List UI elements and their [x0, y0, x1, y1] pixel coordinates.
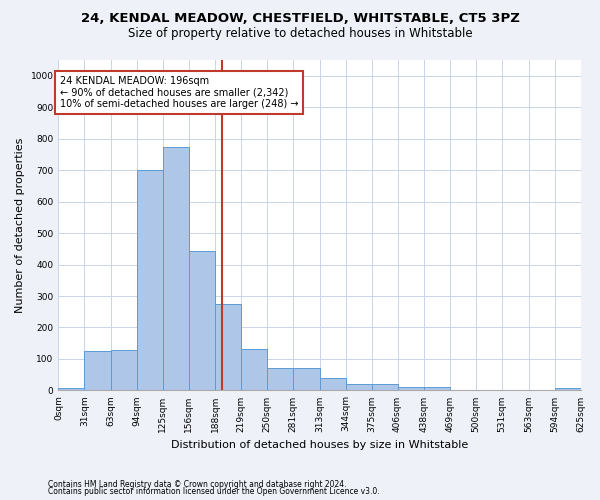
Bar	[111, 350, 137, 391]
Bar	[398, 386, 424, 390]
Bar	[293, 368, 320, 390]
Bar	[371, 384, 398, 390]
Bar	[58, 388, 85, 390]
Bar	[346, 384, 371, 390]
Bar	[267, 368, 293, 390]
Bar	[189, 251, 215, 390]
Bar	[241, 348, 267, 391]
Bar	[137, 170, 163, 390]
Bar	[554, 388, 581, 390]
Text: Contains public sector information licensed under the Open Government Licence v3: Contains public sector information licen…	[48, 487, 380, 496]
Bar	[85, 351, 111, 391]
Bar	[424, 386, 450, 390]
Text: Size of property relative to detached houses in Whitstable: Size of property relative to detached ho…	[128, 28, 472, 40]
Text: Contains HM Land Registry data © Crown copyright and database right 2024.: Contains HM Land Registry data © Crown c…	[48, 480, 347, 489]
X-axis label: Distribution of detached houses by size in Whitstable: Distribution of detached houses by size …	[171, 440, 468, 450]
Bar	[320, 378, 346, 390]
Y-axis label: Number of detached properties: Number of detached properties	[15, 138, 25, 313]
Bar	[215, 304, 241, 390]
Text: 24 KENDAL MEADOW: 196sqm
← 90% of detached houses are smaller (2,342)
10% of sem: 24 KENDAL MEADOW: 196sqm ← 90% of detach…	[60, 76, 299, 109]
Text: 24, KENDAL MEADOW, CHESTFIELD, WHITSTABLE, CT5 3PZ: 24, KENDAL MEADOW, CHESTFIELD, WHITSTABL…	[80, 12, 520, 26]
Bar	[163, 146, 189, 390]
